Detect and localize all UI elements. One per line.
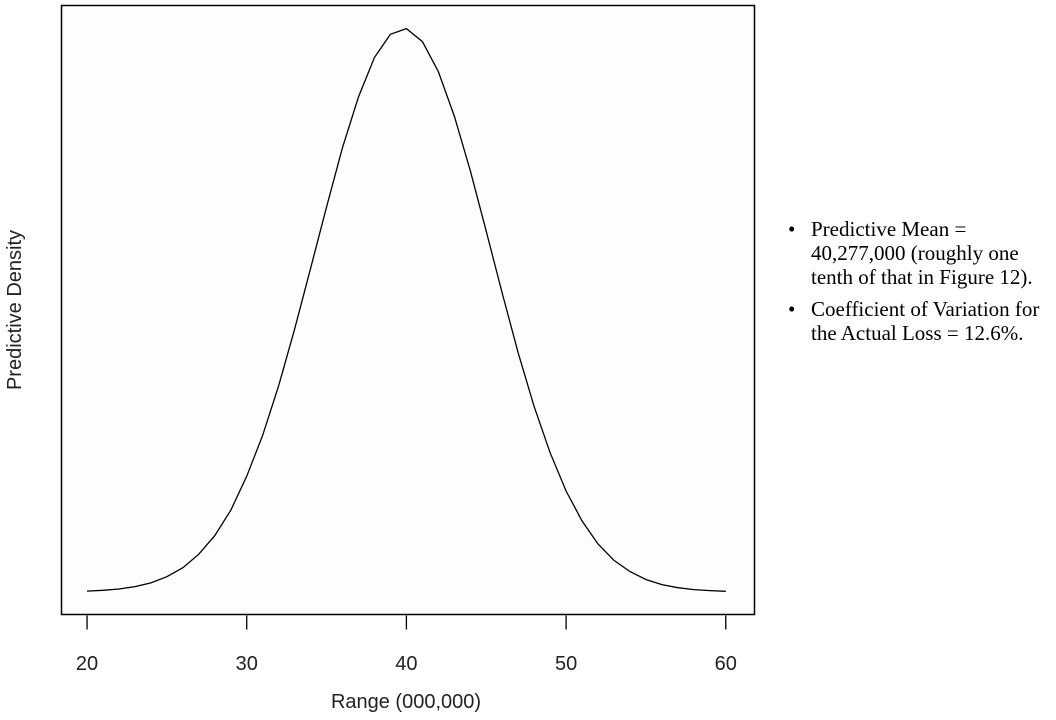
x-tick-label: 60 <box>715 653 737 675</box>
x-tick-label: 30 <box>236 653 258 675</box>
note-item: • Predictive Mean = 40,277,000 (roughly o… <box>786 217 1056 289</box>
bullet-icon: • <box>788 217 796 241</box>
plot-frame <box>60 4 756 616</box>
note-text: Predictive Mean = 40,277,000 (roughly on… <box>811 217 1033 289</box>
y-axis-label: Predictive Density <box>4 230 26 390</box>
x-tick-label: 20 <box>76 653 98 675</box>
density-curve <box>86 27 726 592</box>
x-tick-label: 50 <box>555 653 577 675</box>
density-chart: 20 30 40 50 60 Range (000,000) Predictive De… <box>4 4 756 713</box>
x-tick-label: 40 <box>395 653 417 675</box>
note-item: • Coefficient of Variation for the Actual… <box>786 297 1056 345</box>
note-text: Coefficient of Variation for the Actual … <box>811 297 1040 345</box>
bullet-icon: • <box>788 297 796 321</box>
x-axis-label: Range (000,000) <box>331 691 481 713</box>
notes-panel: • Predictive Mean = 40,277,000 (roughly o… <box>786 217 1056 353</box>
